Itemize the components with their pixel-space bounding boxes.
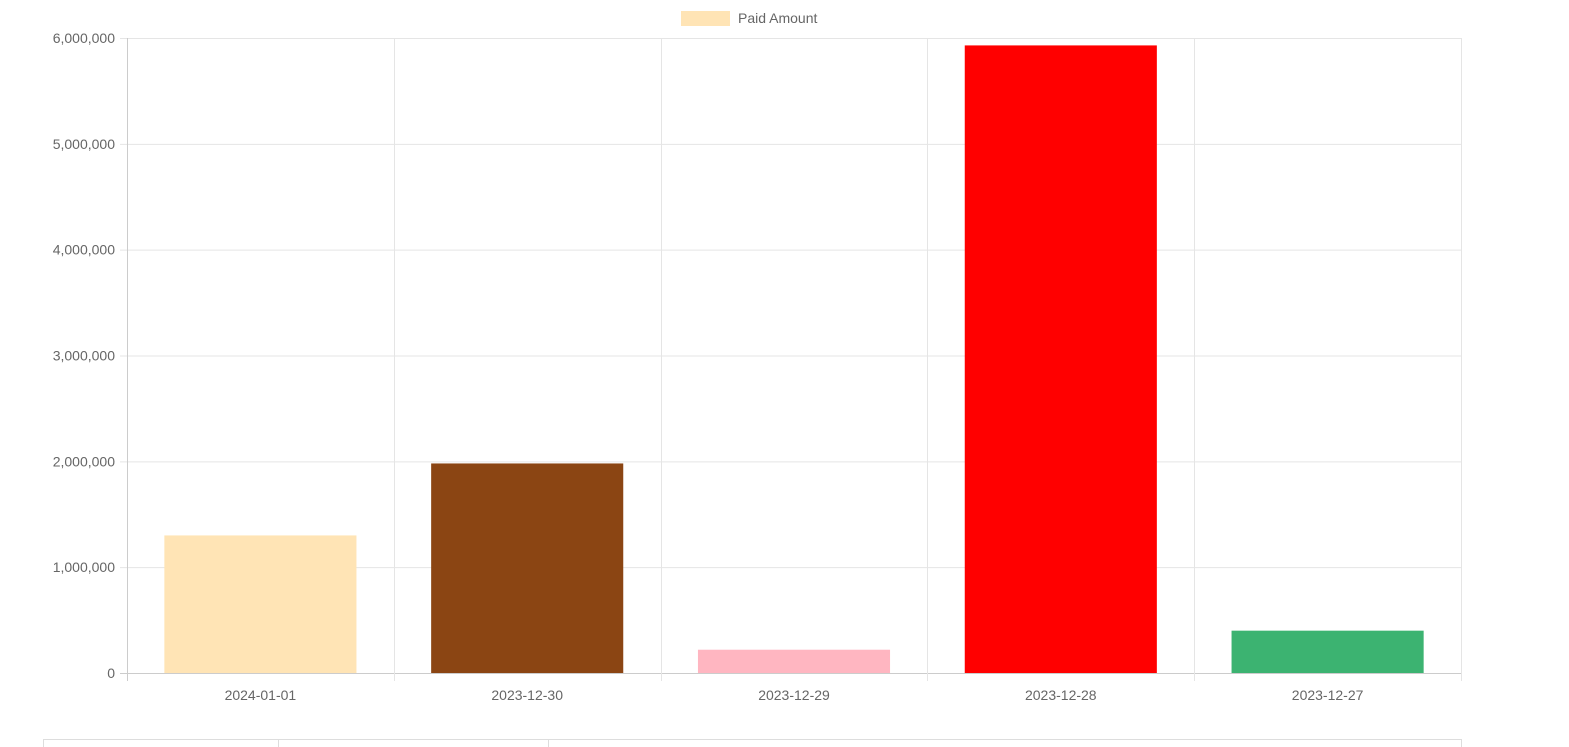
x-tick-label: 2023-12-28: [1025, 687, 1097, 703]
table-column-divider: [278, 740, 279, 747]
y-tick-label: 2,000,000: [53, 453, 115, 469]
bar: [1231, 630, 1424, 673]
legend-label[interactable]: Paid Amount: [738, 10, 817, 26]
bars: [164, 45, 1424, 674]
y-tick-label: 0: [107, 665, 115, 681]
x-tick-label: 2023-12-30: [491, 687, 563, 703]
y-tick-label: 3,000,000: [53, 348, 115, 364]
table-column-divider: [548, 740, 549, 747]
x-tick-label: 2024-01-01: [225, 687, 297, 703]
x-axis-ticks: 2024-01-01 2023-12-30 2023-12-29 2023-12-28…: [225, 687, 1364, 703]
legend[interactable]: Paid Amount: [681, 10, 817, 26]
bar: [431, 463, 624, 673]
y-tick-label: 4,000,000: [53, 242, 115, 258]
y-tick-label: 5,000,000: [53, 136, 115, 152]
x-tick-label: 2023-12-29: [758, 687, 830, 703]
legend-swatch[interactable]: [681, 11, 730, 26]
y-tick-label: 6,000,000: [53, 30, 115, 46]
y-tick-label: 1,000,000: [53, 559, 115, 575]
y-axis-ticks: 0 1,000,000 2,000,000 3,000,000 4,000,000 5,0…: [53, 30, 116, 681]
x-tick-label: 2023-12-27: [1292, 687, 1364, 703]
bar: [164, 535, 357, 673]
data-table: [43, 739, 1462, 747]
bar: [964, 45, 1157, 674]
bar: [697, 649, 891, 673]
